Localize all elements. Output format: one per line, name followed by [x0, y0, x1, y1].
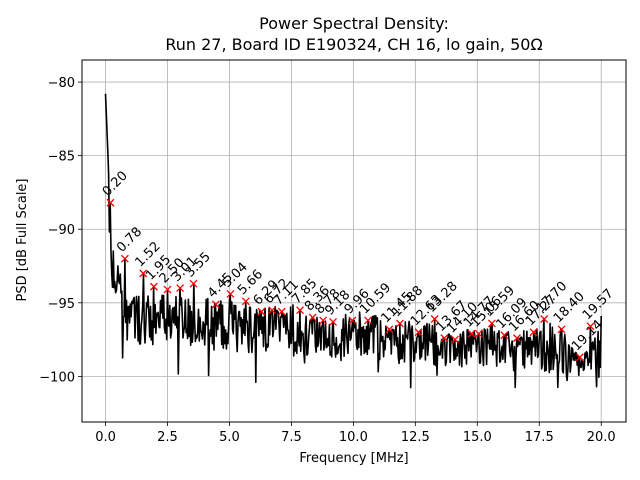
peak-marker	[396, 319, 404, 328]
x-tick-label: 15.0	[463, 430, 492, 445]
y-axis-label: PSD [dB Full Scale]	[15, 178, 30, 301]
x-tick-label: 5.0	[219, 430, 240, 445]
peak-marker	[189, 279, 198, 288]
peak-marker	[176, 284, 185, 293]
peak-marker	[500, 331, 509, 340]
peak-marker	[268, 306, 277, 315]
trace-layer	[104, 93, 602, 389]
peak-marker	[575, 353, 584, 362]
peak-marker	[557, 325, 566, 334]
peak-marker	[211, 300, 220, 309]
peak-marker	[474, 329, 483, 338]
x-tick-label: 12.5	[401, 430, 430, 445]
chart-subtitle: Run 27, Board ID E190324, CH 16, lo gain…	[165, 35, 542, 54]
peak-marker	[512, 334, 521, 343]
peak-marker	[308, 313, 317, 322]
peak-marker	[529, 328, 538, 337]
grid	[82, 60, 626, 422]
chart-title: Power Spectral Density:	[259, 14, 449, 33]
peak-marker	[364, 316, 372, 325]
peak-marker	[163, 285, 172, 294]
peak-marker	[149, 282, 158, 291]
peak-marker	[586, 322, 595, 331]
peak-marker	[329, 317, 338, 326]
peak-marker	[139, 269, 148, 278]
peak-marker	[540, 315, 549, 323]
peak-marker	[348, 316, 357, 325]
axes: 0.0 2.5 5.0 7.5 10.0 12.5 15.0 17.5 20.0 −80 −85 −9…	[39, 59, 627, 445]
peak-marker	[467, 329, 476, 338]
x-tick-label: 17.5	[525, 430, 554, 445]
x-axis-label: Frequency [MHz]	[299, 451, 408, 466]
peak-marker	[319, 316, 328, 325]
peak-marker	[451, 335, 459, 344]
peak-marker	[226, 290, 235, 298]
peak-marker	[440, 334, 449, 343]
peak-marker	[277, 307, 286, 316]
psd-trace	[104, 93, 602, 389]
x-tick-label: 10.0	[339, 430, 368, 445]
y-tick-label: −80	[48, 76, 75, 91]
y-tick-label: −90	[48, 223, 75, 238]
peak-marker	[257, 307, 266, 316]
x-tick-label: 7.5	[281, 430, 302, 445]
y-tick-label: −100	[39, 370, 75, 385]
plot-frame	[81, 59, 627, 423]
peak-marker	[430, 315, 439, 323]
x-tick-label: 20.0	[587, 430, 616, 445]
y-tick-label: −85	[48, 150, 75, 165]
peak-marker	[120, 254, 129, 263]
y-tick-label: −95	[48, 297, 75, 312]
peak-marker	[106, 198, 115, 207]
peak-marker	[296, 306, 305, 315]
x-tick-label: 0.0	[95, 430, 116, 445]
peak-marker	[414, 328, 423, 337]
peak-marker	[385, 325, 394, 334]
x-tick-label: 2.5	[157, 430, 178, 445]
peak-marker	[487, 319, 496, 328]
peak-marker	[241, 297, 250, 306]
